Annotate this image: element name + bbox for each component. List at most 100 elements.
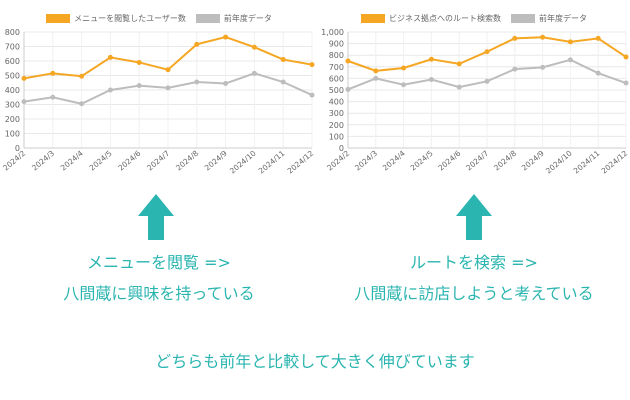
data-point: [595, 35, 601, 41]
y-tick-label: 600: [5, 57, 20, 66]
chart-menu-views: メニューを閲覧したユーザー数 前年度データ 0 100 200 300 400 500 60…: [0, 0, 318, 182]
x-tick-label: 2024/5: [88, 148, 114, 172]
data-point: [280, 57, 286, 63]
data-point: [567, 57, 573, 63]
data-point: [79, 101, 85, 107]
legend-swatch: [46, 13, 71, 23]
y-tick-label: 800: [5, 28, 20, 37]
x-tick-label: 2024/12: [600, 149, 630, 176]
data-point: [540, 64, 546, 70]
y-tick-label: 400: [329, 98, 344, 107]
x-tick-label: 2024/11: [572, 149, 602, 176]
data-point: [223, 34, 229, 40]
legend-swatch: [361, 13, 385, 23]
data-point: [309, 62, 315, 68]
data-point: [165, 85, 171, 91]
x-tick-label: 2024/6: [436, 148, 462, 172]
caption-visit-intent: 八間蔵に訪店しようと考えている: [354, 284, 594, 303]
data-point: [194, 79, 200, 85]
data-point: [373, 68, 379, 74]
data-point: [512, 66, 518, 72]
y-tick-label: 700: [5, 43, 20, 52]
y-tick-label: 500: [329, 86, 344, 95]
data-point: [21, 75, 27, 81]
x-tick-label: 2024/12: [286, 149, 316, 176]
legend-label: ビジネス拠点へのルート検索数: [389, 13, 501, 23]
data-point: [345, 58, 351, 64]
x-tick-label: 2024/11: [257, 149, 287, 176]
data-point: [107, 54, 113, 60]
x-tick-label: 2024/7: [464, 148, 490, 172]
x-tick-label: 2024/6: [116, 148, 142, 172]
x-tick-label: 2024/7: [145, 148, 171, 172]
caption-interest: 八間蔵に興味を持っている: [63, 284, 255, 303]
data-point: [107, 87, 113, 93]
data-point: [623, 80, 629, 86]
x-tick-label: 2024/9: [203, 148, 229, 172]
y-tick-label: 700: [329, 63, 344, 72]
x-tick-label: 2024/9: [520, 148, 546, 172]
legend-swatch: [511, 13, 535, 23]
y-tick-label: 800: [329, 51, 344, 60]
x-tick-label: 2024/4: [381, 148, 407, 172]
data-point: [401, 82, 407, 88]
y-tick-label: 200: [5, 115, 20, 124]
caption-summary: どちらも前年と比較して大きく伸びています: [155, 352, 475, 371]
x-tick-label: 2024/10: [544, 149, 574, 176]
data-point: [165, 67, 171, 73]
data-point: [484, 78, 490, 84]
data-point: [280, 79, 286, 85]
x-tick-label: 2024/8: [492, 148, 518, 172]
y-tick-label: 200: [329, 121, 344, 130]
data-point: [223, 80, 229, 86]
x-tick-label: 2024/3: [353, 148, 379, 172]
y-tick-label: 0: [15, 144, 20, 153]
data-point: [456, 61, 462, 67]
data-point: [456, 84, 462, 90]
y-tick-label: 300: [5, 101, 20, 110]
y-tick-label: 600: [329, 74, 344, 83]
legend-swatch: [195, 13, 220, 23]
data-point: [136, 59, 142, 65]
caption-route-search: ルートを検索 =>: [410, 253, 538, 272]
data-point: [401, 65, 407, 71]
up-arrow-icon: [456, 194, 492, 240]
legend-item-series-2[interactable]: 前年度データ: [511, 13, 587, 24]
data-point: [251, 44, 257, 50]
y-tick-label: 900: [329, 40, 344, 49]
legend-item-series-1[interactable]: ビジネス拠点へのルート検索数: [361, 13, 501, 24]
y-tick-label: 300: [329, 109, 344, 118]
legend: メニューを閲覧したユーザー数 前年度データ: [0, 10, 318, 26]
x-tick-label: 2024/3: [30, 148, 56, 172]
y-tick-label: 500: [5, 72, 20, 81]
data-point: [567, 39, 573, 45]
data-point: [50, 94, 56, 100]
data-point: [136, 83, 142, 89]
x-tick-label: 2024/10: [228, 149, 258, 176]
legend: ビジネス拠点へのルート検索数 前年度データ: [318, 10, 630, 26]
data-point: [428, 77, 434, 83]
up-arrow-icon: [138, 194, 174, 240]
data-point: [623, 54, 629, 60]
x-tick-label: 2024/4: [59, 148, 85, 172]
y-tick-label: 1,000: [321, 28, 344, 37]
data-point: [373, 75, 379, 81]
data-point: [79, 73, 85, 79]
y-tick-label: 400: [5, 86, 20, 95]
data-point: [595, 70, 601, 76]
data-point: [345, 86, 351, 92]
legend-item-series-1[interactable]: メニューを閲覧したユーザー数: [46, 13, 186, 24]
data-point: [194, 41, 200, 47]
legend-label: 前年度データ: [223, 13, 272, 23]
caption-menu-view: メニューを閲覧 =>: [87, 253, 231, 272]
data-point: [50, 70, 56, 76]
x-tick-label: 2024/5: [409, 148, 435, 172]
data-point: [428, 56, 434, 62]
legend-item-series-2[interactable]: 前年度データ: [195, 13, 272, 24]
data-point: [484, 49, 490, 55]
chart-route-searches: ビジネス拠点へのルート検索数 前年度データ 0 100 200 300 400 500 60…: [318, 0, 630, 182]
y-tick-label: 100: [5, 130, 20, 139]
data-point: [251, 70, 257, 76]
